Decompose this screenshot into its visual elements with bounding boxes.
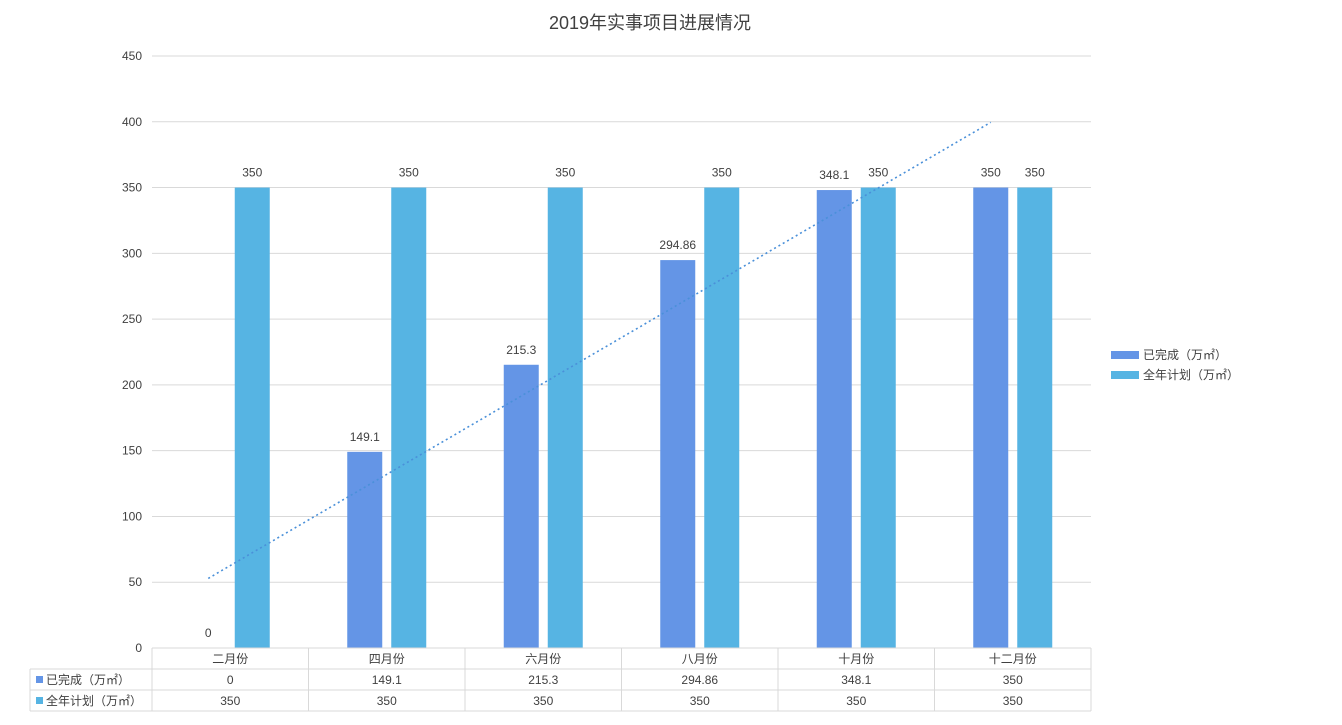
table-cell: 0 <box>227 673 234 687</box>
data-label: 350 <box>712 166 732 180</box>
data-label: 215.3 <box>506 343 536 357</box>
gridlines <box>152 55 1091 583</box>
y-tick-label: 450 <box>122 49 142 63</box>
legend-label: 已完成（万㎡） <box>1143 347 1227 362</box>
legend-key <box>1111 351 1139 359</box>
table-cell: 350 <box>846 694 866 708</box>
y-tick-label: 300 <box>122 246 142 260</box>
y-tick-label: 150 <box>122 444 142 458</box>
table-cell: 348.1 <box>841 673 871 687</box>
x-tick-label: 四月份 <box>369 652 405 666</box>
bar-plan <box>704 187 740 649</box>
data-label: 350 <box>868 166 888 180</box>
table-legend-key <box>36 697 43 704</box>
x-tick-label: 十月份 <box>838 652 874 666</box>
legend-label: 全年计划（万㎡） <box>1143 367 1239 382</box>
chart-title: 2019年实事项目进展情况 <box>549 13 751 33</box>
table-series-name: 已完成（万㎡） <box>46 672 130 687</box>
y-tick-label: 0 <box>135 641 142 655</box>
data-label: 350 <box>555 166 575 180</box>
bar-plan <box>391 187 427 649</box>
bar-completed <box>660 260 696 648</box>
bar-plan <box>234 187 270 649</box>
data-label: 350 <box>399 166 419 180</box>
legend: 已完成（万㎡） 全年计划（万㎡） <box>1111 347 1239 382</box>
data-label: 350 <box>242 166 262 180</box>
bar-plan <box>1017 187 1053 649</box>
x-tick-label: 六月份 <box>525 652 561 666</box>
table-cell: 350 <box>690 694 710 708</box>
data-labels: 0 350 149.1 350 215.3 350 294.86 350 348.1 350 350… <box>205 166 1045 640</box>
legend-key <box>1111 371 1139 379</box>
data-label: 0 <box>205 626 212 640</box>
bar-plan <box>860 187 896 649</box>
y-tick-label: 400 <box>122 115 142 129</box>
bar-completed <box>816 190 852 648</box>
x-tick-label: 十二月份 <box>989 652 1037 666</box>
table-cell: 350 <box>533 694 553 708</box>
table-cell: 350 <box>1003 673 1023 687</box>
y-tick-label: 50 <box>129 575 143 589</box>
y-axis: 0 50 100 150 200 250 300 350 400 450 <box>122 49 142 655</box>
table-cell: 215.3 <box>528 673 558 687</box>
bar-completed <box>973 187 1009 649</box>
data-label: 350 <box>1025 166 1045 180</box>
table-legend-key <box>36 676 43 683</box>
y-tick-label: 200 <box>122 378 142 392</box>
table-series-name: 全年计划（万㎡） <box>46 693 142 708</box>
bars <box>234 187 1053 649</box>
trendline <box>207 121 992 580</box>
table-cell: 350 <box>377 694 397 708</box>
x-tick-label: 八月份 <box>682 652 718 666</box>
table-cell: 149.1 <box>372 673 402 687</box>
x-tick-label: 二月份 <box>212 652 248 666</box>
y-tick-label: 100 <box>122 509 142 523</box>
table-cell: 350 <box>1003 694 1023 708</box>
data-label: 294.86 <box>659 238 696 252</box>
trendline-completed <box>207 121 992 580</box>
table-cell: 350 <box>220 694 240 708</box>
y-tick-label: 350 <box>122 181 142 195</box>
bar-completed <box>347 451 383 648</box>
table-cell: 294.86 <box>681 673 718 687</box>
data-label: 350 <box>981 166 1001 180</box>
data-label: 348.1 <box>819 168 849 182</box>
bar-completed <box>503 364 539 648</box>
y-tick-label: 250 <box>122 312 142 326</box>
data-label: 149.1 <box>350 430 380 444</box>
bar-plan <box>547 187 583 649</box>
